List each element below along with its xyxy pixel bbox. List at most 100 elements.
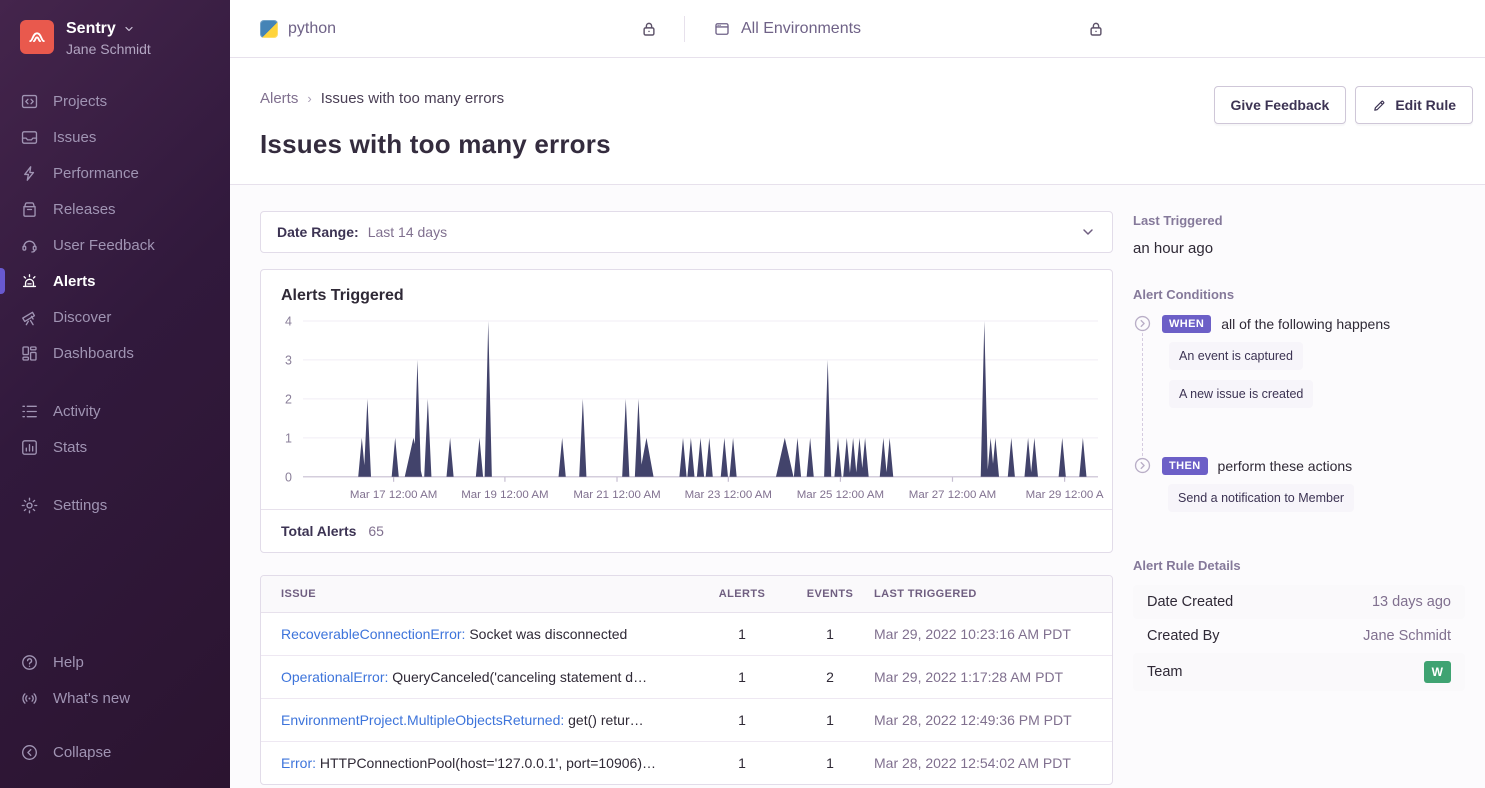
condition-chip: Send a notification to Member (1168, 484, 1355, 512)
table-row: RecoverableConnectionError: Socket was d… (261, 613, 1112, 656)
details-sidebar: Last Triggered an hour ago Alert Conditi… (1133, 211, 1465, 788)
environment-lock-icon[interactable] (1087, 20, 1105, 38)
issue-description: QueryCanceled('canceling statement d… (388, 668, 648, 685)
events-count: 1 (826, 711, 834, 728)
nav-footer: Help What's new (0, 644, 230, 716)
sidebar-item-performance[interactable]: Performance (0, 155, 230, 191)
date-range-select[interactable]: Date Range: Last 14 days (260, 211, 1113, 253)
workspace-switcher[interactable]: Sentry Jane Schmidt (0, 20, 230, 83)
chart-title: Alerts Triggered (281, 287, 404, 304)
detail-label: Created By (1147, 628, 1220, 644)
sidebar-item-label: Dashboards (53, 344, 134, 362)
svg-text:1: 1 (285, 431, 292, 445)
window-icon (715, 22, 729, 35)
sidebar-item-label: Settings (53, 496, 108, 514)
project-selector[interactable]: python (260, 19, 337, 38)
sidebar-item-activity[interactable]: Activity (0, 393, 230, 429)
issues-table-header: ISSUE ALERTS EVENTS LAST TRIGGERED (261, 575, 1112, 613)
condition-text: perform these actions (1217, 457, 1353, 474)
sidebar-item-collapse[interactable]: Collapse (0, 734, 230, 770)
alerts-count: 1 (738, 625, 746, 642)
last-triggered-time: Mar 29, 2022 10:23:16 AM PDT (874, 625, 1071, 642)
sidebar-item-releases[interactable]: Releases (0, 191, 230, 227)
sidebar-item-alerts[interactable]: Alerts (0, 263, 230, 299)
condition-group: THEN perform these actions Send a notifica… (1133, 456, 1465, 528)
condition-badge: WHEN (1162, 314, 1212, 333)
python-logo-icon (260, 19, 278, 38)
total-alerts-value: 65 (368, 522, 384, 539)
detail-label: Team (1147, 664, 1183, 680)
issue-cell: EnvironmentProject.MultipleObjectsReturn… (281, 712, 698, 728)
detail-value: Jane Schmidt (1363, 628, 1451, 644)
alerts-count: 1 (738, 754, 746, 771)
column-events: EVENTS (806, 587, 854, 600)
user-feedback-icon (20, 236, 39, 255)
sidebar-item-label: Stats (53, 438, 88, 456)
breadcrumb-current: Issues with too many errors (320, 90, 505, 107)
sidebar-item-label: Collapse (53, 743, 112, 761)
help-icon (20, 653, 39, 672)
detail-row: Created By Jane Schmidt (1133, 619, 1465, 653)
sidebar-item-issues[interactable]: Issues (0, 119, 230, 155)
topbar-divider (684, 15, 685, 42)
table-row: Error: HTTPConnectionPool(host='127.0.0.… (261, 742, 1112, 784)
settings-icon (20, 496, 39, 515)
activity-icon (20, 402, 39, 421)
svg-text:Mar 17 12:00 AM: Mar 17 12:00 AM (350, 489, 437, 501)
breadcrumb: Alerts › Issues with too many errors (260, 90, 1473, 107)
nav-primary: Projects Issues Performance Releases User Fe… (0, 83, 230, 371)
detail-row: Team W (1133, 653, 1465, 691)
issue-link[interactable]: OperationalError: (281, 668, 389, 685)
issue-link[interactable]: EnvironmentProject.MultipleObjectsReturn… (281, 711, 565, 728)
svg-text:Mar 23 12:00 AM: Mar 23 12:00 AM (685, 489, 772, 501)
sidebar-item-projects[interactable]: Projects (0, 83, 230, 119)
detail-label: Date Created (1147, 594, 1234, 610)
project-name: python (288, 19, 337, 37)
alerts-triggered-panel: Alerts Triggered 0 1 2 3 4 Mar 17 12:00 AM Mar… (260, 269, 1113, 553)
pencil-icon (1374, 100, 1385, 111)
issue-link[interactable]: Error: (281, 754, 316, 771)
org-name: Sentry (66, 20, 116, 37)
project-lock-icon[interactable] (640, 20, 658, 38)
breadcrumb-alerts[interactable]: Alerts (260, 90, 299, 107)
sidebar-item-what-s-new[interactable]: What's new (0, 680, 230, 716)
alerts-chart[interactable]: 0 1 2 3 4 Mar 17 12:00 AM Mar 19 12:00 AM Mar 2… (261, 309, 1112, 509)
sidebar-item-label: Alerts (53, 272, 96, 290)
environment-selector[interactable]: All Environments (713, 20, 861, 38)
condition-text: all of the following happens (1221, 315, 1391, 332)
alert-conditions-heading: Alert Conditions (1133, 287, 1235, 302)
edit-rule-button[interactable]: Edit Rule (1355, 86, 1473, 124)
svg-text:0: 0 (285, 470, 292, 484)
environment-name: All Environments (741, 19, 862, 37)
date-range-value: Last 14 days (367, 224, 448, 240)
team-badge[interactable]: W (1423, 661, 1451, 683)
sentry-logo (20, 20, 54, 54)
user-name: Jane Schmidt (66, 41, 151, 57)
sidebar-item-settings[interactable]: Settings (0, 487, 230, 523)
svg-text:2: 2 (285, 392, 292, 406)
give-feedback-button[interactable]: Give Feedback (1213, 86, 1347, 124)
detail-row: Date Created 13 days ago (1133, 585, 1465, 619)
last-triggered-heading: Last Triggered (1133, 213, 1223, 228)
issue-description: get() retur… (564, 711, 644, 728)
total-alerts-label: Total Alerts (281, 522, 357, 539)
condition-chip: An event is captured (1169, 342, 1303, 370)
events-count: 1 (826, 754, 834, 771)
issue-cell: Error: HTTPConnectionPool(host='127.0.0.… (281, 755, 698, 771)
collapse-icon (20, 743, 39, 762)
sidebar-item-user-feedback[interactable]: User Feedback (0, 227, 230, 263)
svg-text:Mar 29 12:00 A: Mar 29 12:00 A (1026, 489, 1104, 501)
sidebar-item-dashboards[interactable]: Dashboards (0, 335, 230, 371)
issue-description: Socket was disconnected (465, 625, 628, 642)
alert-rule-details-heading: Alert Rule Details (1133, 558, 1241, 573)
stats-icon (20, 438, 39, 457)
issue-link[interactable]: RecoverableConnectionError: (281, 625, 466, 642)
sidebar-item-discover[interactable]: Discover (0, 299, 230, 335)
issues-table: ISSUE ALERTS EVENTS LAST TRIGGERED Recov… (260, 574, 1113, 785)
page-title: Issues with too many errors (260, 129, 611, 159)
chevron-right-circle-icon (1133, 456, 1152, 475)
sidebar-item-stats[interactable]: Stats (0, 429, 230, 465)
sidebar-item-help[interactable]: Help (0, 644, 230, 680)
column-last-triggered: LAST TRIGGERED (874, 587, 977, 600)
nav-collapse: Collapse (0, 734, 230, 770)
